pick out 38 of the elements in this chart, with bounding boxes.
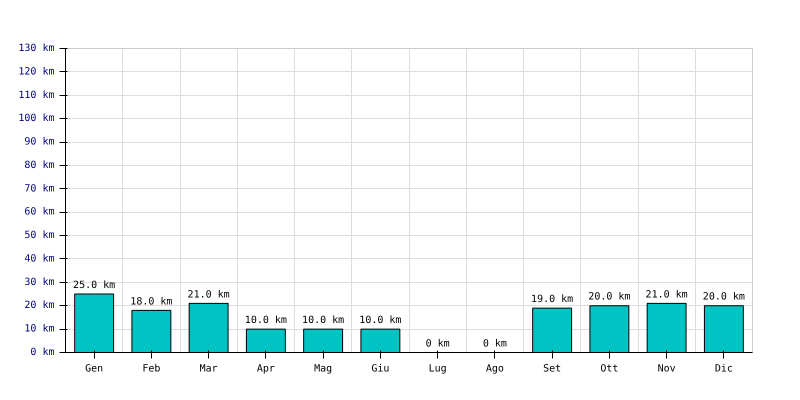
x-tick-label: Ago — [486, 364, 504, 374]
data-label: 20.0 km — [702, 292, 745, 303]
data-label: 19.0 km — [531, 294, 574, 306]
x-tick-label: Set — [543, 364, 562, 374]
y-tick-label: 90 km — [24, 136, 55, 148]
y-tick-label: 80 km — [24, 160, 55, 171]
y-tick-label: 100 km — [18, 113, 54, 124]
data-label: 21.0 km — [188, 289, 230, 300]
y-tick-label: 120 km — [18, 66, 54, 78]
data-label: 21.0 km — [646, 289, 688, 300]
x-tick-label: Mag — [314, 364, 332, 374]
x-tick-label: Nov — [658, 364, 676, 374]
data-label: 20.0 km — [588, 292, 630, 303]
y-tick-label: 0 km — [30, 347, 55, 358]
y-tick-label: 40 km — [24, 253, 55, 264]
data-label: 10.0 km — [244, 315, 287, 326]
x-tick-label: Feb — [142, 364, 160, 374]
x-tick-label: Lug — [428, 364, 447, 374]
x-tick-label: Gen — [85, 364, 104, 374]
data-label: 0 km — [482, 338, 507, 350]
x-tick-label: Apr — [256, 364, 275, 374]
data-label: 10.0 km — [359, 315, 402, 326]
y-tick-label: 10 km — [24, 324, 55, 335]
y-tick-label: 30 km — [24, 276, 55, 288]
y-tick-label: 20 km — [24, 300, 55, 312]
data-label: 10.0 km — [302, 315, 344, 326]
y-tick-label: 60 km — [24, 206, 55, 218]
x-tick-label: Mar — [200, 364, 218, 374]
data-label: 25.0 km — [73, 280, 116, 292]
data-label: 0 km — [426, 338, 450, 350]
data-label: 18.0 km — [130, 296, 172, 308]
y-tick-label: 70 km — [24, 183, 55, 194]
y-tick-label: 130 km — [18, 43, 54, 54]
y-tick-label: 110 km — [18, 90, 54, 101]
y-tick-label: 50 km — [24, 230, 55, 242]
x-tick-label: Ott — [600, 364, 618, 374]
x-tick-label: Dic — [714, 364, 733, 374]
x-tick-label: Giu — [371, 364, 390, 374]
